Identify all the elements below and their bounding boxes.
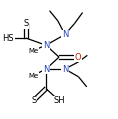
Text: N: N (43, 64, 49, 74)
Text: S: S (23, 19, 29, 28)
Text: Me: Me (28, 48, 38, 54)
Text: N: N (43, 41, 49, 50)
Text: N: N (62, 30, 68, 39)
Text: SH: SH (53, 96, 65, 105)
Text: N: N (62, 64, 68, 74)
Text: Me: Me (28, 73, 38, 79)
Text: S: S (31, 96, 36, 105)
Text: O: O (75, 53, 81, 62)
Text: HS: HS (2, 34, 14, 43)
